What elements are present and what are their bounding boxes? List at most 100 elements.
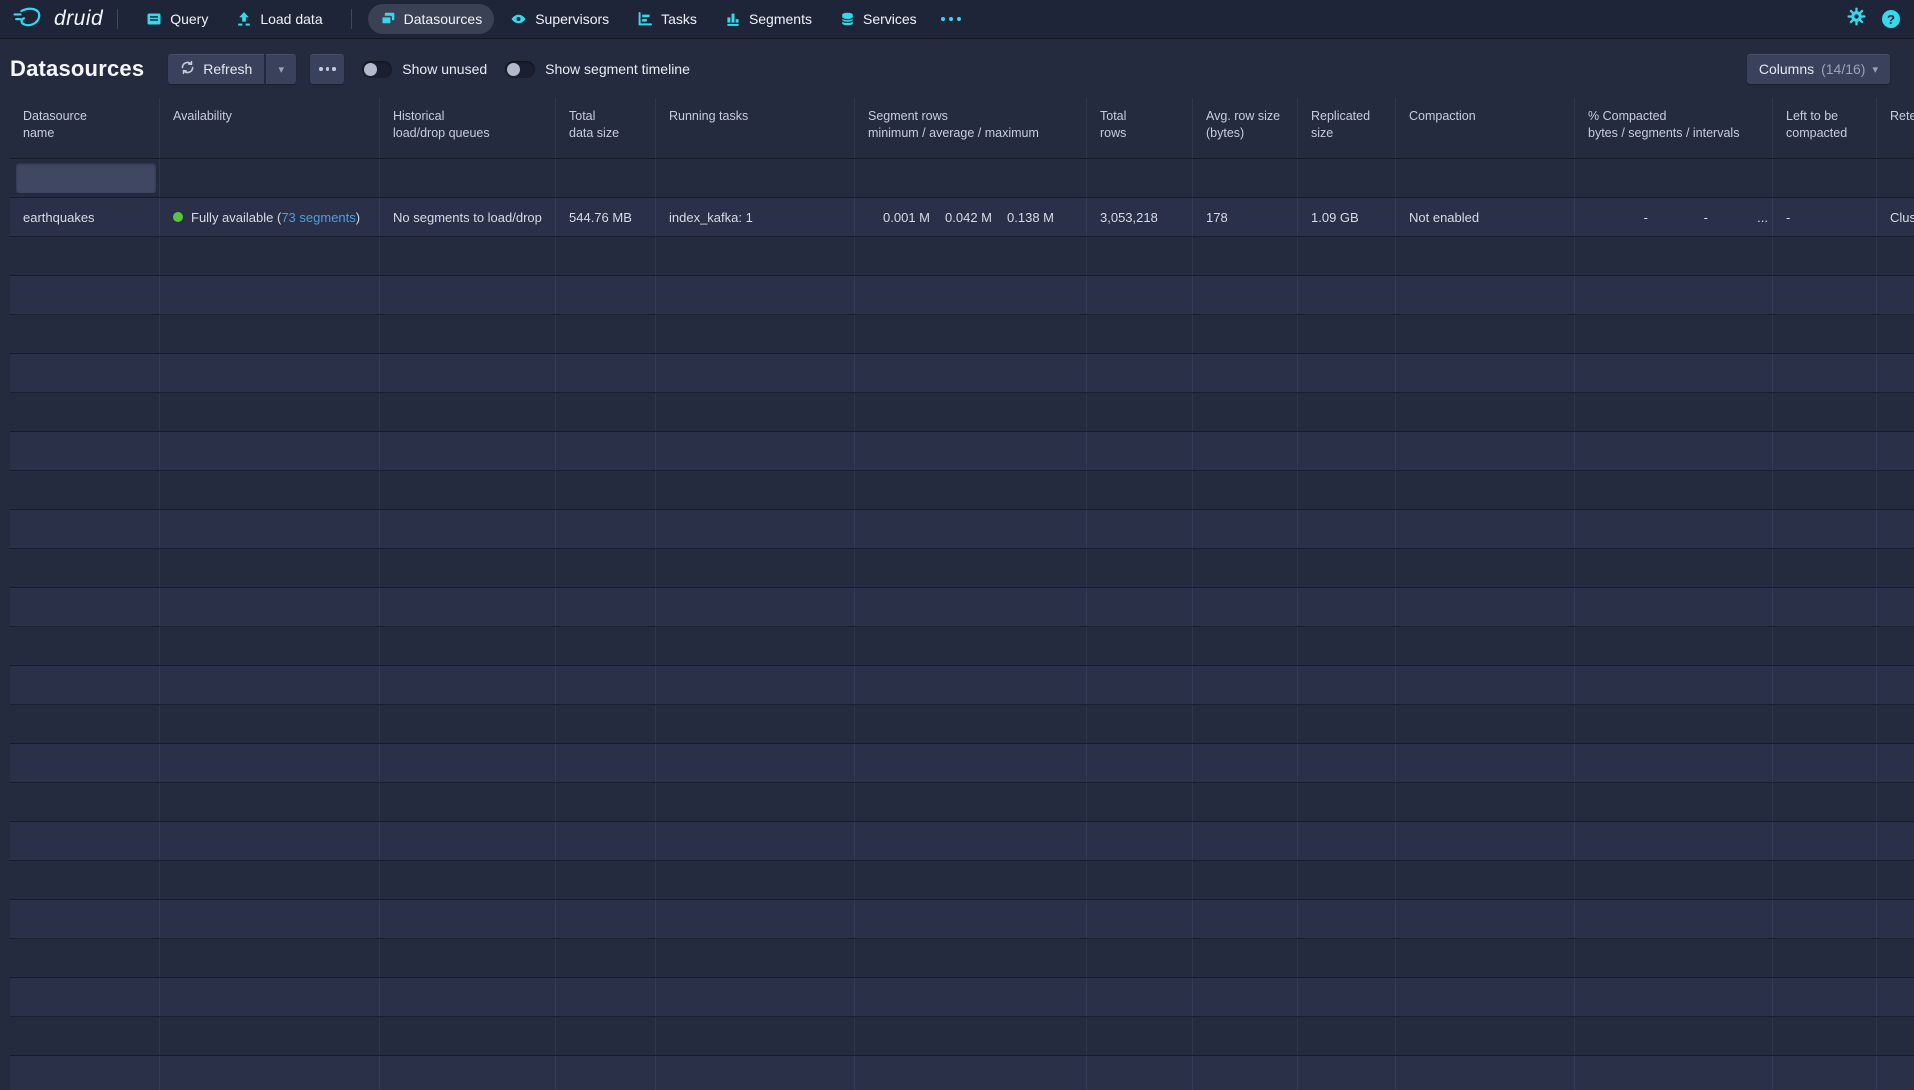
cell-empty [1575, 354, 1773, 392]
cell-empty [1773, 783, 1877, 821]
cell-empty [1193, 276, 1298, 314]
cell-empty [160, 354, 380, 392]
cell-empty [556, 510, 656, 548]
cell-empty [656, 783, 855, 821]
cell-empty [160, 1056, 380, 1090]
cell-empty [556, 393, 656, 431]
column-header-load_drop[interactable]: Historical load/drop queues [380, 98, 556, 158]
cell-empty [556, 549, 656, 587]
nav-item-label: Query [170, 11, 209, 27]
column-header-line: Total [1100, 109, 1127, 123]
help-icon[interactable]: ? [1882, 10, 1900, 28]
cell-empty [1193, 549, 1298, 587]
cell-empty [10, 237, 160, 275]
table-row-empty [10, 393, 1914, 432]
cell-empty [1193, 822, 1298, 860]
table-row-empty [10, 822, 1914, 861]
column-header-total_data_size[interactable]: Total data size [556, 98, 656, 158]
cell-text: 1.09 GB [1311, 209, 1359, 225]
cell-empty [855, 627, 1087, 665]
show-segment-timeline-toggle[interactable]: Show segment timeline [505, 60, 690, 78]
cell-empty [855, 393, 1087, 431]
cell-empty [1575, 1056, 1773, 1090]
cell-empty [1773, 978, 1877, 1016]
nav-divider [350, 9, 352, 29]
cell-empty [160, 978, 380, 1016]
availability-text: Fully available ( [191, 209, 282, 225]
cell-empty [1877, 666, 1914, 704]
cell-empty [1193, 432, 1298, 470]
nav-item-label: Supervisors [535, 11, 610, 27]
column-header-datasource[interactable]: Datasource name [10, 98, 160, 158]
cell-empty [1298, 627, 1396, 665]
refresh-dropdown-button[interactable]: ▾ [266, 54, 297, 84]
toggle-label: Show segment timeline [545, 61, 690, 77]
cell-empty [160, 510, 380, 548]
cell-empty [1773, 1056, 1877, 1090]
cell-empty [855, 744, 1087, 782]
cell-empty [1575, 510, 1773, 548]
nav-item-query[interactable]: Query [134, 4, 220, 34]
refresh-button[interactable]: Refresh [168, 54, 265, 84]
toggle-label: Show unused [402, 61, 488, 77]
cell-replicated_size: 1.09 GB [1298, 198, 1396, 236]
cell-empty [1087, 861, 1193, 899]
table-row-empty [10, 627, 1914, 666]
cell-empty [1193, 666, 1298, 704]
cell-empty [556, 471, 656, 509]
cell-empty [10, 549, 160, 587]
cell-empty [556, 705, 656, 743]
cell-empty [855, 354, 1087, 392]
column-header-line: bytes / segments / intervals [1588, 126, 1740, 140]
cell-empty [1298, 549, 1396, 587]
cell-empty [1773, 861, 1877, 899]
cell-empty [1298, 276, 1396, 314]
cell-empty [1298, 744, 1396, 782]
cell-empty [1193, 939, 1298, 977]
gear-icon[interactable] [1847, 7, 1866, 31]
segments-link[interactable]: 73 segments [281, 209, 356, 225]
column-header-running_tasks[interactable]: Running tasks [656, 98, 855, 158]
nav-more-button[interactable] [931, 17, 971, 21]
column-header-replicated_size[interactable]: Replicated size [1298, 98, 1396, 158]
column-header-line: Replicated [1311, 109, 1371, 123]
nav-item-segments[interactable]: Segments [713, 4, 824, 34]
column-header-retention[interactable]: Retention [1877, 98, 1914, 158]
cell-empty [855, 471, 1087, 509]
cell-empty [380, 783, 556, 821]
cell-empty [380, 510, 556, 548]
datasource-filter-input[interactable] [16, 163, 156, 193]
more-actions-button[interactable] [310, 54, 345, 84]
brand[interactable]: druid [12, 4, 103, 35]
column-header-line: data size [569, 126, 620, 140]
cell-empty [1575, 783, 1773, 821]
nav-item-supervisors[interactable]: Supervisors [498, 4, 621, 34]
table-filter-row [10, 159, 1914, 198]
cell-empty [1087, 471, 1193, 509]
column-header-line: Total [569, 109, 596, 123]
column-header-total_rows[interactable]: Total rows [1087, 98, 1193, 158]
cell-empty [1773, 939, 1877, 977]
column-header-compaction[interactable]: Compaction [1396, 98, 1575, 158]
column-header-left_to_be_compacted[interactable]: Left to be compacted [1773, 98, 1877, 158]
nav-item-tasks[interactable]: Tasks [625, 4, 709, 34]
cell-empty [1087, 354, 1193, 392]
cell-empty [556, 822, 656, 860]
column-header-availability[interactable]: Availability [160, 98, 380, 158]
column-header-avg_row_size[interactable]: Avg. row size (bytes) [1193, 98, 1298, 158]
nav-item-load-data[interactable]: Load data [224, 4, 334, 34]
cell-empty [1575, 705, 1773, 743]
cell-empty [1877, 744, 1914, 782]
cell-running_tasks: index_kafka: 1 [656, 198, 855, 236]
columns-button[interactable]: Columns (14/16) ▾ [1746, 54, 1890, 84]
show-unused-toggle[interactable]: Show unused [362, 60, 488, 78]
cell-empty [380, 978, 556, 1016]
cell-empty [1396, 549, 1575, 587]
column-header-segment_rows[interactable]: Segment rows minimum / average / maximum [855, 98, 1087, 158]
nav-item-services[interactable]: Services [828, 4, 929, 34]
column-header-line: % Compacted [1588, 109, 1667, 123]
nav-item-datasources[interactable]: Datasources [367, 4, 495, 34]
cell-empty [1193, 978, 1298, 1016]
cell-segment_rows: 0.001 M 0.042 M 0.138 M [855, 198, 1087, 236]
column-header-percent_compacted[interactable]: % Compacted bytes / segments / intervals [1575, 98, 1773, 158]
